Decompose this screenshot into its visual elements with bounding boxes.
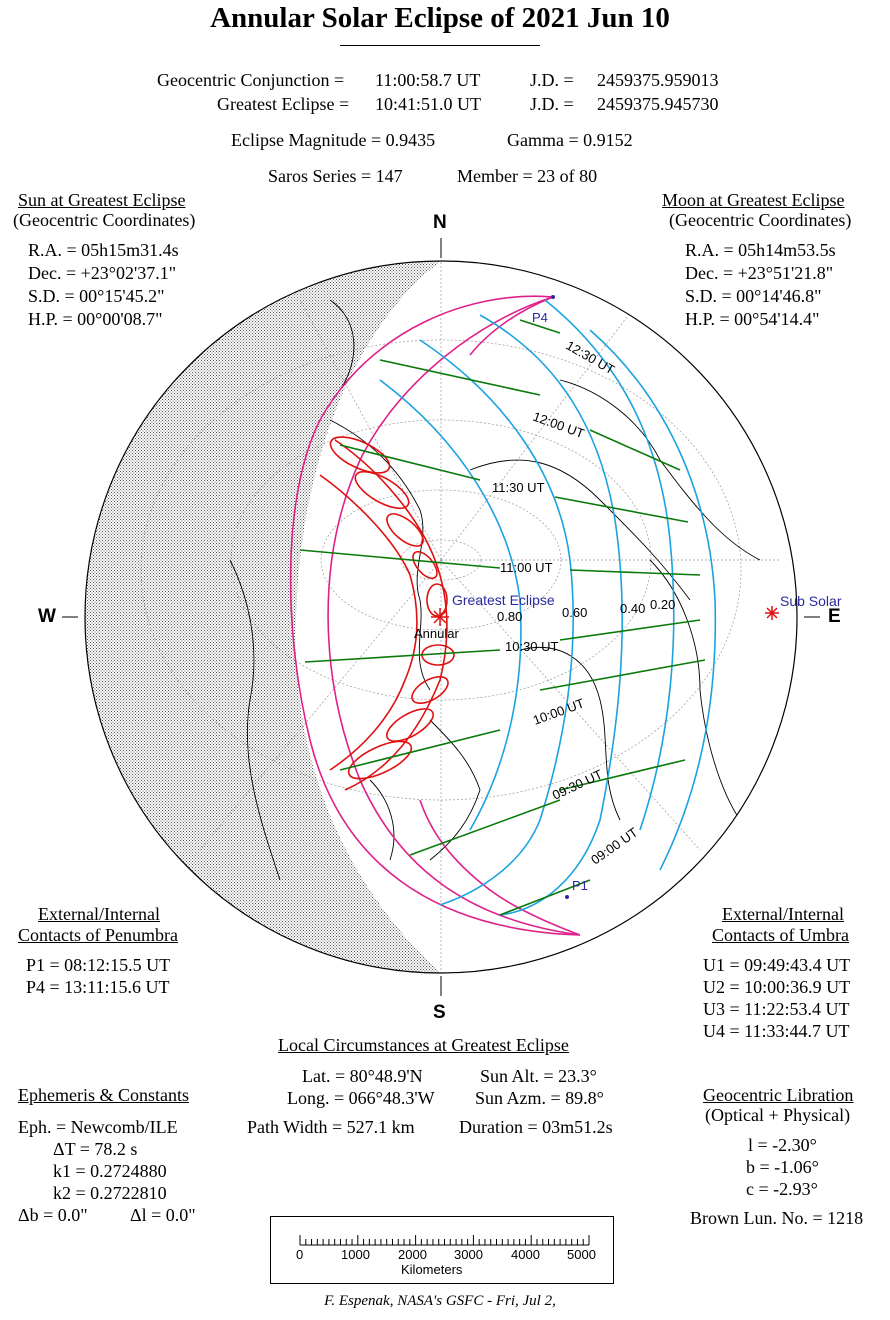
umbra-title1: External/Internal [722,904,844,924]
libration-l: l = -2.30° [748,1135,817,1155]
sun-ra: R.A. = 05h15m31.4s [28,240,179,260]
libration-b: b = -1.06° [746,1157,819,1177]
compass-east: E [828,606,841,627]
greatest-jd-label: J.D. = [530,94,574,114]
conjunction-label: Geocentric Conjunction = [157,70,345,90]
moon-dec: Dec. = +23°51'21.8" [685,263,834,283]
sub-solar-marker [765,606,779,620]
ephemeris-delta-l: Δl = 0.0" [130,1205,196,1225]
penumbra-title2: Contacts of Penumbra [18,925,178,945]
gamma: Gamma = 0.9152 [507,130,633,150]
umbra-u3: U3 = 11:22:53.4 UT [703,999,850,1019]
greatest-eclipse-label: Greatest Eclipse [452,592,555,608]
saros-member: Member = 23 of 80 [457,166,598,186]
title-rule [340,45,540,46]
local-title: Local Circumstances at Greatest Eclipse [278,1035,569,1055]
eclipse-magnitude: Eclipse Magnitude = 0.9435 [231,130,436,150]
sun-dec: Dec. = +23°02'37.1" [28,263,177,283]
moon-sd: S.D. = 00°14'46.8" [685,286,822,306]
penumbra-p1: P1 = 08:12:15.5 UT [26,955,171,975]
libration-c: c = -2.93° [746,1179,818,1199]
libration-brown-number: Brown Lun. No. = 1218 [690,1208,864,1228]
compass-west: W [38,606,56,627]
umbra-path [319,436,455,791]
magnitude-lines [299,319,706,916]
compass-south: S [433,1002,446,1023]
mag-060-label: 0.60 [562,605,587,620]
ephemeris-eph: Eph. = Newcomb/ILE [18,1117,178,1137]
greatest-time: 10:41:51.0 UT [375,94,481,114]
penumbra-title1: External/Internal [38,904,160,924]
sub-solar-label: Sub Solar [780,593,842,609]
scale-label-4000: 4000 [511,1247,540,1262]
moon-ra: R.A. = 05h14m53.5s [685,240,836,260]
local-sun-alt: Sun Alt. = 23.3° [480,1066,597,1086]
scale-label-5000: 5000 [567,1247,596,1262]
page-title: Annular Solar Eclipse of 2021 Jun 10 [210,2,670,34]
umbra-u1: U1 = 09:49:43.4 UT [703,955,851,975]
annular-label: Annular [414,626,459,641]
sun-subtitle: (Geocentric Coordinates) [13,210,196,230]
scale-unit: Kilometers [401,1262,463,1277]
ephemeris-title: Ephemeris & Constants [18,1085,189,1105]
mag-040-label: 0.40 [620,601,645,616]
conjunction-jd-label: J.D. = [530,70,574,90]
libration-title: Geocentric Libration [703,1085,854,1105]
scale-bar: 0 1000 2000 3000 4000 5000 Kilometers [270,1216,614,1284]
compass-north: N [433,212,447,233]
conjunction-jd: 2459375.959013 [597,70,719,90]
p1-label: P1 [572,878,588,893]
globe-outline [84,260,798,974]
ephemeris-k1: k1 = 0.2724880 [53,1161,167,1181]
penumbra-limits [289,295,581,936]
umbra-u2: U2 = 10:00:36.9 UT [703,977,851,997]
moon-subtitle: (Geocentric Coordinates) [669,210,852,230]
p4-label: P4 [532,310,548,325]
mag-020-label: 0.20 [650,597,675,612]
time-lines [379,299,717,916]
umbra-u4: U4 = 11:33:44.7 UT [703,1021,850,1041]
credit-line: F. Espenak, NASA's GSFC - Fri, Jul 2, [324,1293,556,1309]
local-duration: Duration = 03m51.2s [459,1117,613,1137]
ephemeris-delta-t: ΔT = 78.2 s [53,1139,138,1159]
ephemeris-k2: k2 = 0.2722810 [53,1183,167,1203]
local-sun-azm: Sun Azm. = 89.8° [475,1088,604,1108]
time-1130-label: 11:30 UT [492,480,545,495]
scale-ticks [299,1235,590,1246]
libration-subtitle: (Optical + Physical) [705,1105,851,1125]
scale-label-1000: 1000 [341,1247,370,1262]
sun-sd: S.D. = 00°15'45.2" [28,286,165,306]
time-1100-label: 11:00 UT [500,560,553,575]
sun-hp: H.P. = 00°00'08.7" [28,309,163,329]
saros-series: Saros Series = 147 [268,166,403,186]
mag-080-label: 0.80 [497,609,522,624]
umbra-title2: Contacts of Umbra [712,925,849,945]
scale-label-0: 0 [296,1247,304,1262]
sun-title: Sun at Greatest Eclipse [18,190,186,210]
scale-label-2000: 2000 [398,1247,427,1262]
greatest-eclipse-marker [431,608,449,626]
night-shade [85,261,441,973]
conjunction-time: 11:00:58.7 UT [375,70,481,90]
moon-title: Moon at Greatest Eclipse [662,190,845,210]
penumbra-p4: P4 = 13:11:15.6 UT [26,977,170,997]
greatest-label: Greatest Eclipse = [217,94,350,114]
local-lat: Lat. = 80°48.9'N [302,1066,423,1086]
local-path-width: Path Width = 527.1 km [247,1117,415,1137]
scale-label-3000: 3000 [454,1247,483,1262]
greatest-jd: 2459375.945730 [597,94,719,114]
ephemeris-delta-b: Δb = 0.0" [18,1205,88,1225]
time-1030-label: 10:30 UT [505,639,559,654]
local-long: Long. = 066°48.3'W [287,1088,435,1108]
moon-hp: H.P. = 00°54'14.4" [685,309,820,329]
